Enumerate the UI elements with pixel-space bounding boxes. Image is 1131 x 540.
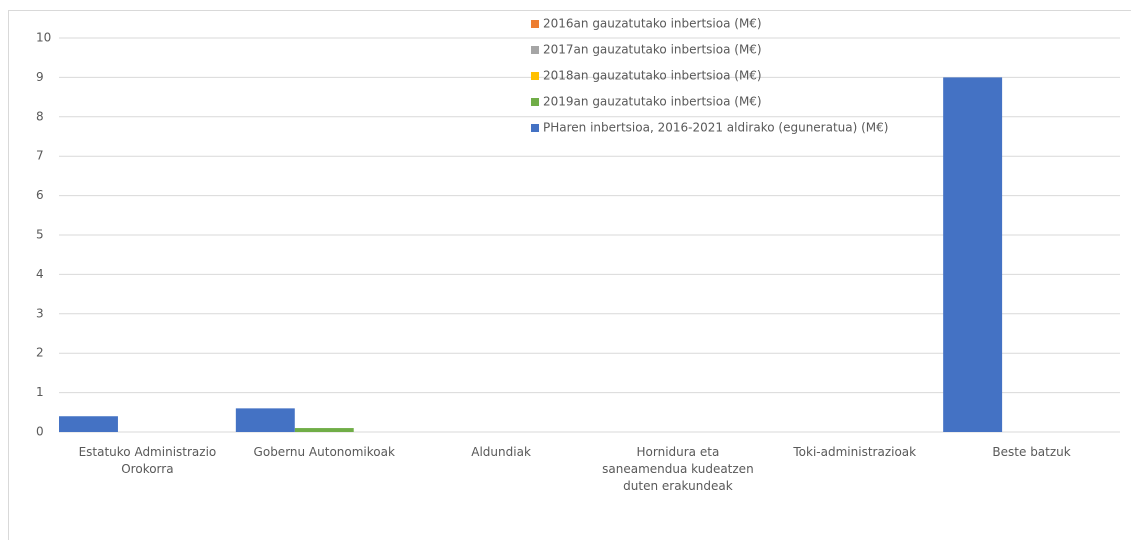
legend-swatch <box>531 72 539 80</box>
x-tick-label: Hornidura eta saneamendua kudeatzen dute… <box>602 445 754 493</box>
legend-label: 2017an gauzatutako inbertsioa (M€) <box>543 43 762 57</box>
legend-label: 2019an gauzatutako inbertsioa (M€) <box>543 95 762 109</box>
legend-label: 2018an gauzatutako inbertsioa (M€) <box>543 69 762 83</box>
x-tick-label: Beste batzuk <box>992 445 1071 459</box>
legend-swatch <box>531 20 539 28</box>
bar <box>235 408 295 432</box>
x-tick-label: Aldundiak <box>471 445 531 459</box>
y-tick-label: 6 <box>36 188 44 202</box>
x-tick-label: Estatuko Administrazio Orokorra <box>78 445 217 476</box>
y-tick-label: 9 <box>36 70 44 84</box>
y-tick-label: 0 <box>36 425 44 439</box>
x-tick-label: Toki-administrazioak <box>793 445 917 459</box>
bar <box>294 428 354 432</box>
y-tick-label: 1 <box>36 385 44 399</box>
y-tick-label: 5 <box>36 228 44 242</box>
legend-swatch <box>531 46 539 54</box>
legend-label: 2016an gauzatutako inbertsioa (M€) <box>543 17 762 31</box>
y-tick-label: 8 <box>36 109 44 123</box>
legend-label: PHaren inbertsioa, 2016-2021 aldirako (e… <box>543 121 888 135</box>
bar <box>943 77 1003 433</box>
y-tick-label: 3 <box>36 306 44 320</box>
y-tick-label: 7 <box>36 149 44 163</box>
bar <box>59 416 118 432</box>
y-tick-label: 4 <box>36 267 44 281</box>
legend-swatch <box>531 98 539 106</box>
x-tick-label: Gobernu Autonomikoak <box>253 445 395 459</box>
y-tick-label: 2 <box>36 346 44 360</box>
legend-swatch <box>531 124 539 132</box>
y-tick-label: 10 <box>36 31 51 45</box>
